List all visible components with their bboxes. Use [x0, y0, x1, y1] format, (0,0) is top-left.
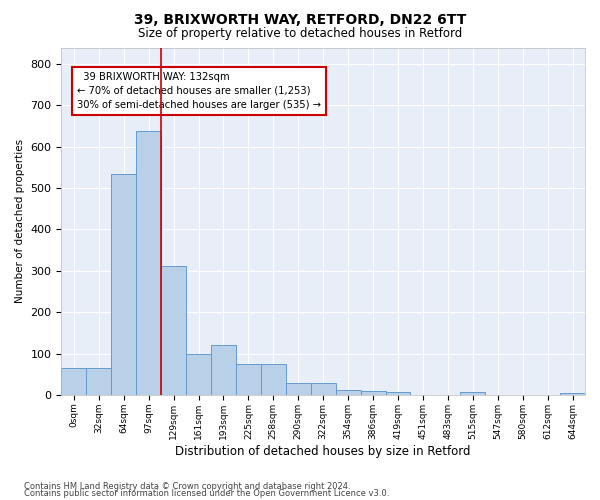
- X-axis label: Distribution of detached houses by size in Retford: Distribution of detached houses by size …: [175, 444, 471, 458]
- Text: 39 BRIXWORTH WAY: 132sqm
← 70% of detached houses are smaller (1,253)
30% of sem: 39 BRIXWORTH WAY: 132sqm ← 70% of detach…: [77, 72, 321, 110]
- Bar: [186, 354, 211, 395]
- Text: Contains HM Land Registry data © Crown copyright and database right 2024.: Contains HM Land Registry data © Crown c…: [24, 482, 350, 491]
- Bar: [111, 174, 136, 395]
- Text: 39, BRIXWORTH WAY, RETFORD, DN22 6TT: 39, BRIXWORTH WAY, RETFORD, DN22 6TT: [134, 12, 466, 26]
- Text: Size of property relative to detached houses in Retford: Size of property relative to detached ho…: [138, 28, 462, 40]
- Bar: [261, 364, 286, 395]
- Y-axis label: Number of detached properties: Number of detached properties: [15, 139, 25, 304]
- Bar: [386, 392, 410, 395]
- Bar: [361, 391, 386, 395]
- Bar: [236, 364, 261, 395]
- Bar: [136, 131, 161, 395]
- Bar: [311, 384, 335, 395]
- Bar: [61, 368, 86, 395]
- Bar: [86, 368, 111, 395]
- Bar: [286, 384, 311, 395]
- Bar: [460, 392, 485, 395]
- Bar: [211, 346, 236, 395]
- Text: Contains public sector information licensed under the Open Government Licence v3: Contains public sector information licen…: [24, 490, 389, 498]
- Bar: [560, 393, 585, 395]
- Bar: [161, 266, 186, 395]
- Bar: [335, 390, 361, 395]
